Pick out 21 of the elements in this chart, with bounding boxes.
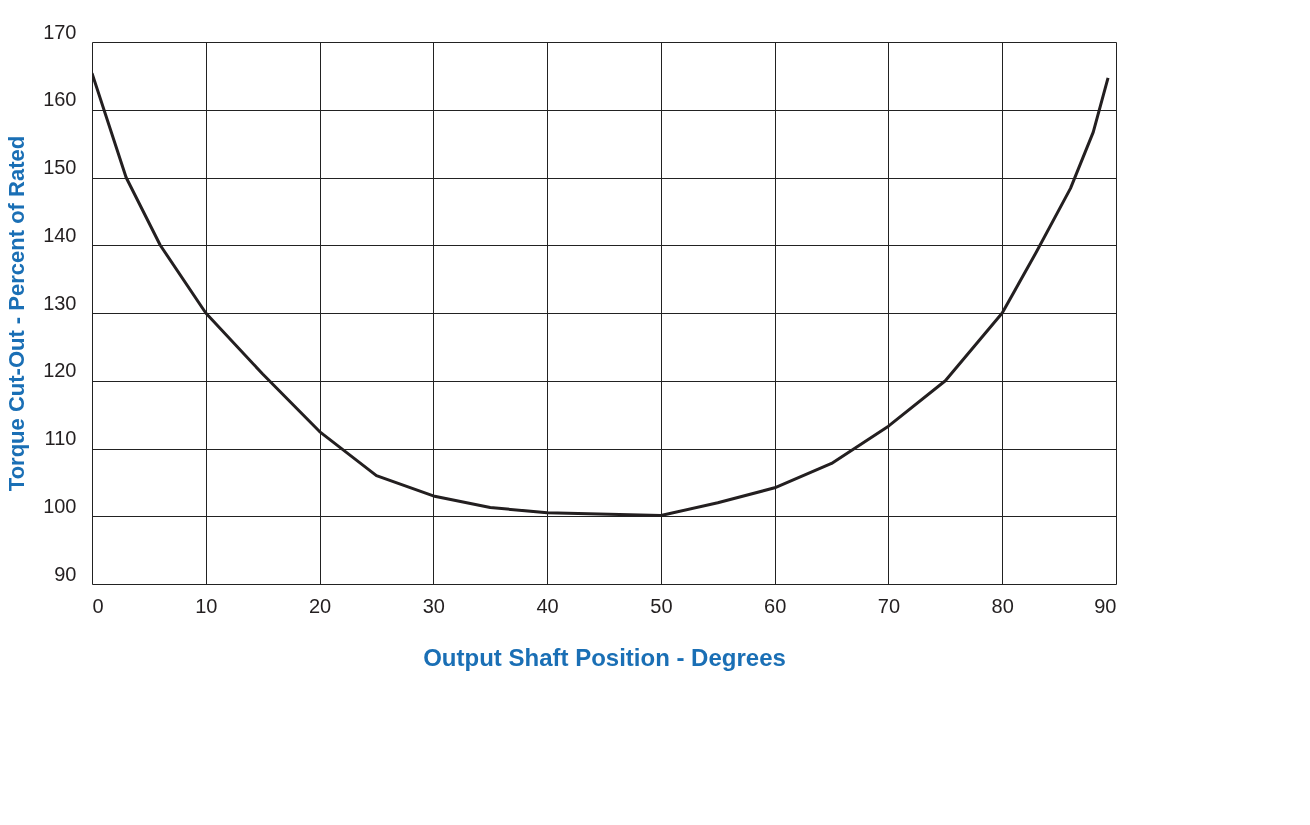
y-tick-label: 130 [43, 291, 77, 314]
x-tick-label: 50 [650, 594, 673, 617]
x-tick-label: 20 [308, 594, 332, 617]
x-tick-label: 30 [422, 594, 445, 617]
x-tick-label: 10 [195, 594, 218, 617]
x-tick-label: 40 [536, 594, 559, 617]
y-tick-label: 110 [44, 427, 77, 449]
y-tick-label: 160 [43, 88, 77, 111]
y-tick-label: 90 [54, 562, 77, 585]
y-axis-title: Torque Cut-Out - Percent of Rated [4, 135, 30, 492]
x-tick-label: 80 [991, 594, 1014, 617]
y-tick-label: 170 [43, 20, 77, 43]
x-tick-label: 0 [92, 594, 104, 617]
x-tick-label: 70 [877, 594, 901, 617]
y-tick-label: 120 [43, 359, 77, 382]
y-tick-label: 100 [43, 494, 77, 517]
x-tick-label: 90 [1094, 594, 1117, 617]
y-tick-label: 140 [43, 223, 77, 246]
x-tick-label: 60 [764, 594, 787, 617]
x-axis-title: Output Shaft Position - Degrees [423, 643, 786, 671]
y-tick-label: 150 [43, 156, 77, 178]
